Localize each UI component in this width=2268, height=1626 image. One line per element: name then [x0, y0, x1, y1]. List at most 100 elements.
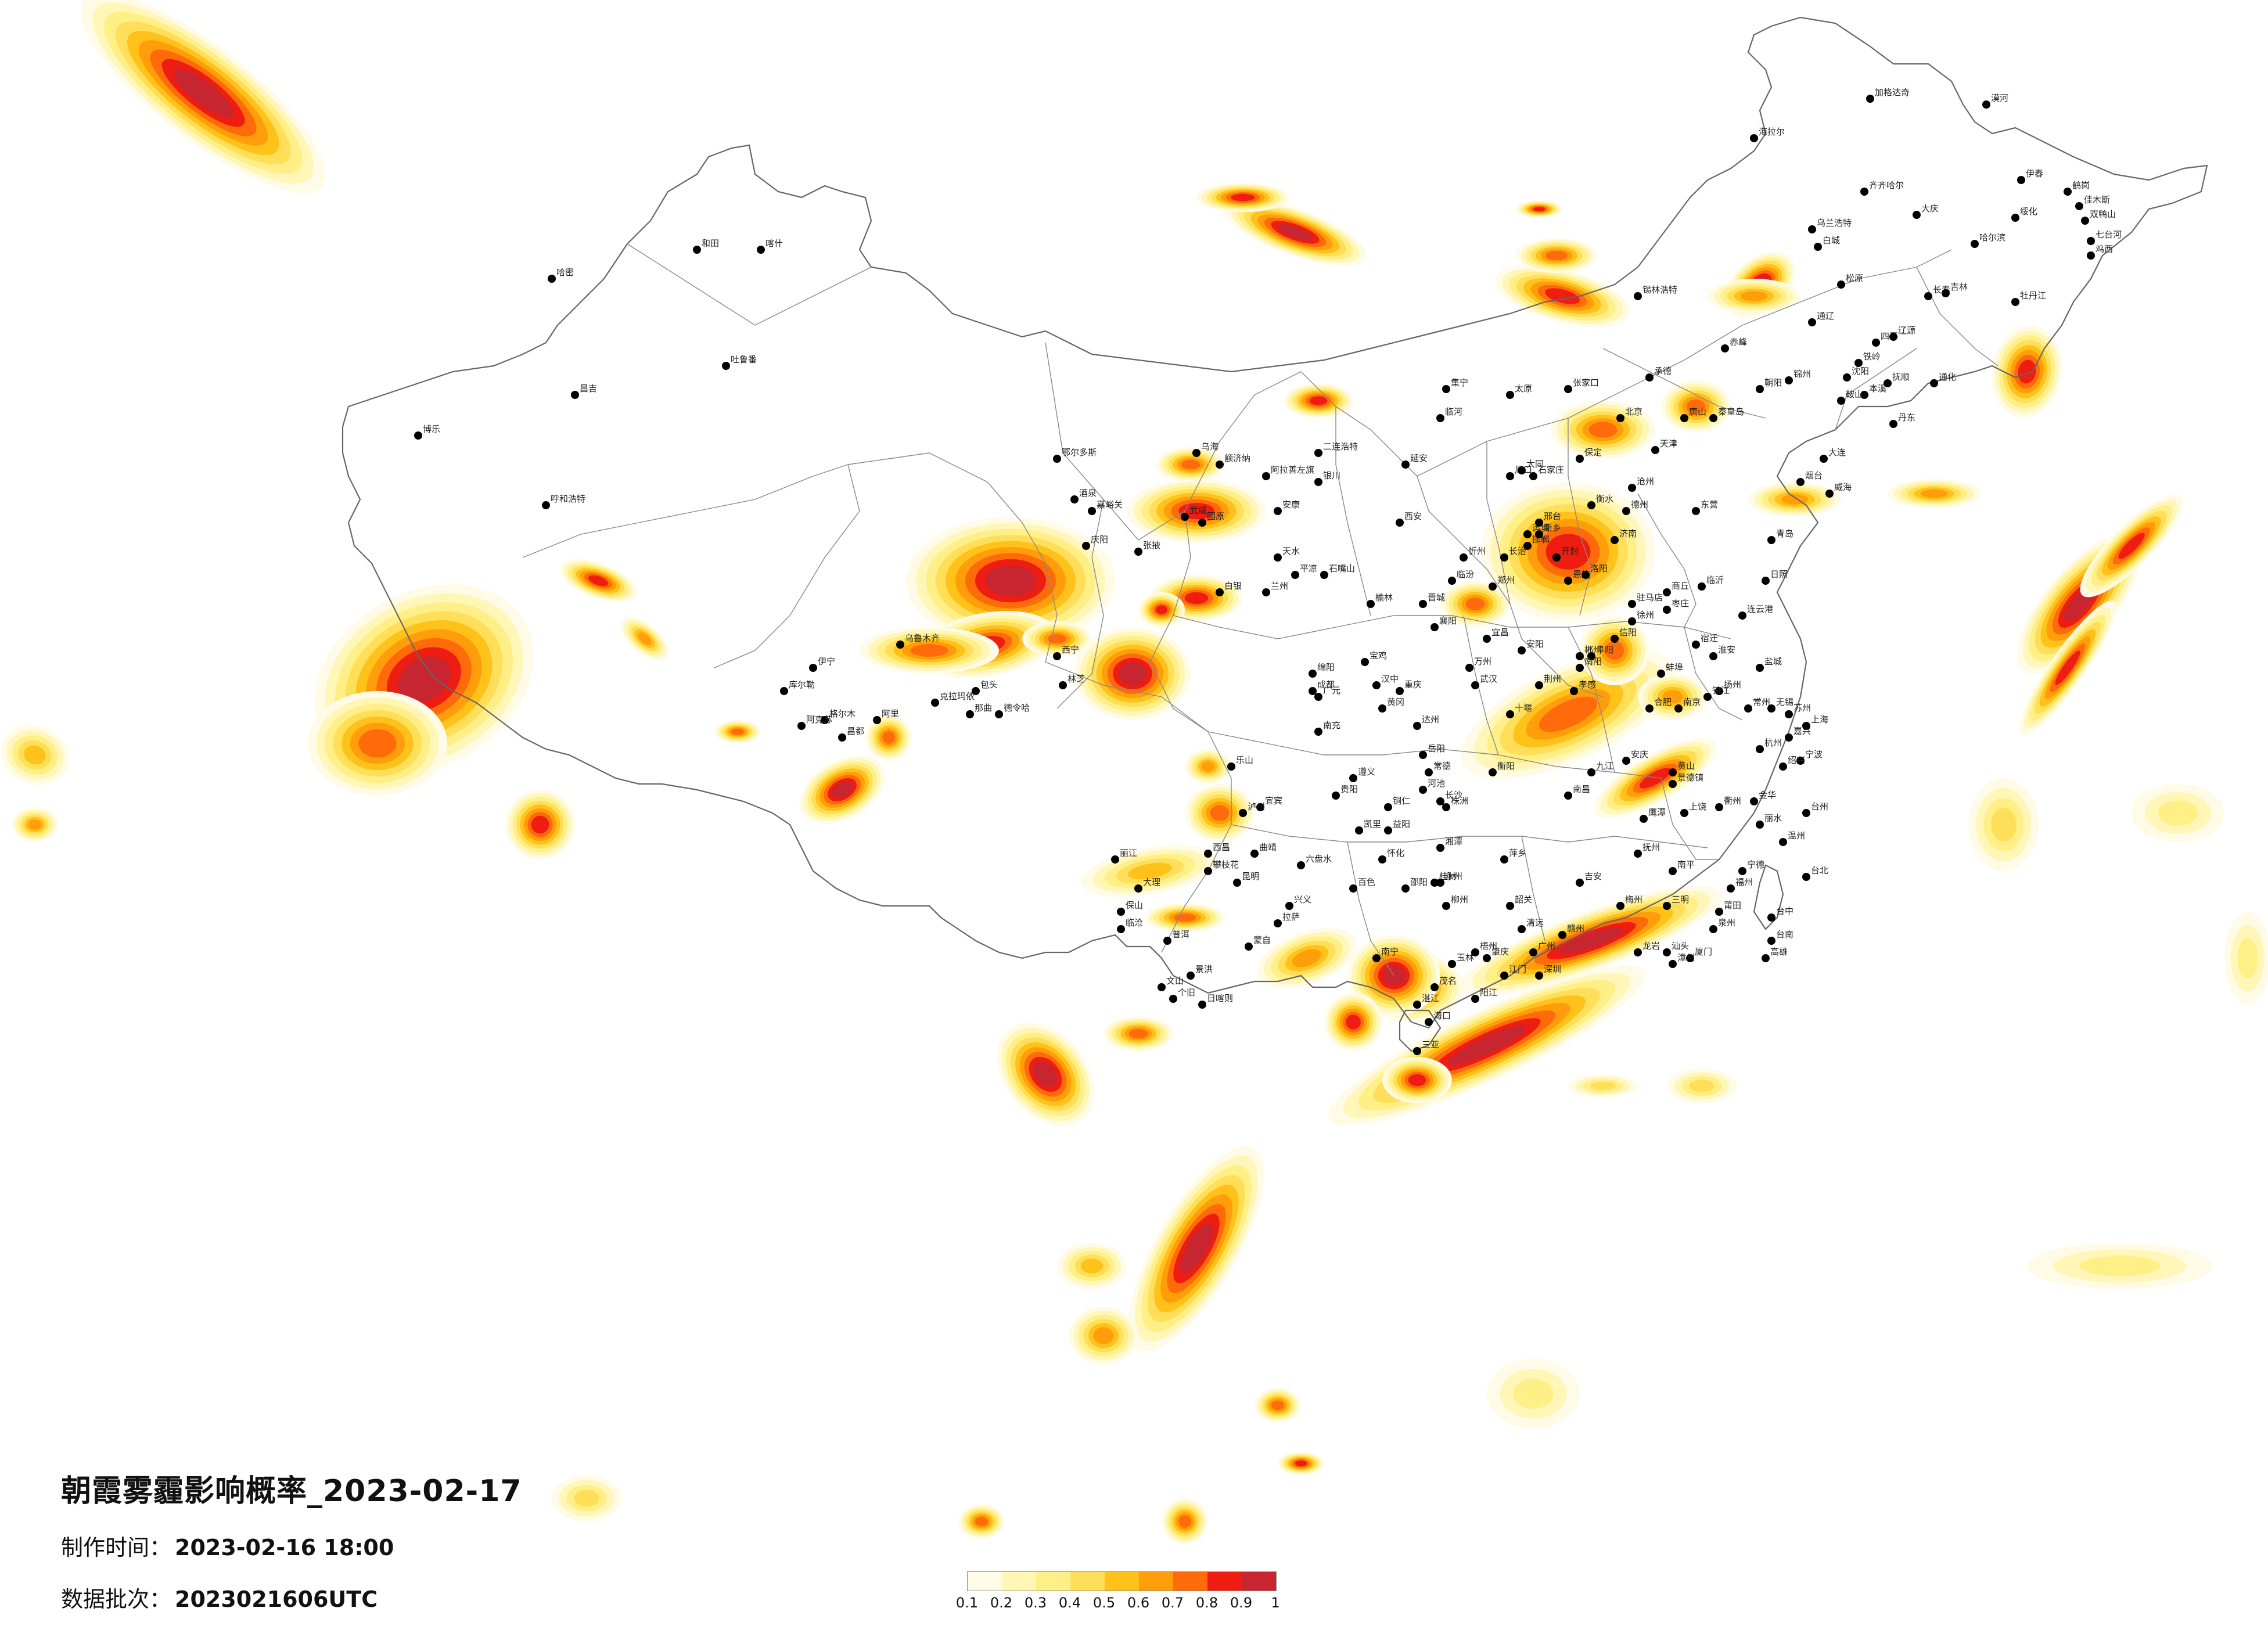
city-label: 拉萨	[1282, 912, 1300, 922]
probability-contour	[1184, 592, 1209, 605]
city-dot	[1506, 710, 1514, 718]
city-label: 太原	[1515, 383, 1532, 394]
city-dot	[1715, 803, 1723, 811]
city-label: 西宁	[1062, 645, 1079, 655]
city-label: 林芝	[1067, 674, 1085, 684]
city-label: 商丘	[1672, 581, 1689, 591]
city-dot	[1442, 385, 1450, 393]
city-label: 绍兴	[1788, 755, 1805, 765]
city-dot	[1384, 803, 1392, 811]
probability-contour	[2055, 650, 2080, 685]
city-label: 镇江	[1712, 685, 1730, 696]
city-label: 清远	[1526, 918, 1544, 928]
city-label: 临沂	[1706, 575, 1724, 585]
city-dot	[1401, 884, 1410, 893]
probability-contour	[1539, 696, 1598, 732]
city-dot	[1419, 600, 1427, 608]
city-label: 十堰	[1515, 703, 1532, 713]
city-dot	[1564, 792, 1572, 800]
city-label: 江门	[1509, 964, 1526, 974]
probability-contour	[1605, 641, 1624, 660]
city-label: 通化	[1939, 372, 1956, 382]
city-dot	[1628, 484, 1636, 492]
probability-contour	[397, 656, 451, 703]
city-dot	[1785, 710, 1793, 718]
city-label: 武威	[1189, 505, 1207, 516]
city-label: 晋城	[1428, 592, 1445, 603]
city-label: 桂林	[1439, 871, 1457, 882]
city-label: 茂名	[1439, 976, 1457, 986]
probability-contour	[1545, 250, 1568, 261]
city-dot	[1750, 797, 1758, 805]
city-dot	[1727, 884, 1735, 893]
city-label: 白银	[1224, 581, 1242, 591]
city-dot	[1692, 641, 1700, 649]
city-dot	[1378, 855, 1386, 864]
city-dot	[1744, 704, 1752, 713]
city-label: 泸州	[1248, 801, 1265, 812]
city-dot	[1349, 884, 1357, 893]
city-dot	[1785, 376, 1793, 384]
legend-tick-label: 0.8	[1195, 1595, 1219, 1611]
city-label: 景德镇	[1677, 772, 1703, 783]
city-dot	[1820, 455, 1828, 463]
city-label: 白城	[1823, 235, 1840, 246]
city-dot	[1181, 513, 1189, 521]
city-dot	[1808, 225, 1816, 233]
city-dot	[1779, 762, 1787, 771]
city-label: 齐齐哈尔	[1869, 180, 1904, 190]
city-label: 长沙	[1445, 790, 1462, 800]
city-label: 百色	[1358, 877, 1375, 887]
city-dot	[1570, 687, 1578, 695]
city-dot	[1117, 925, 1125, 933]
city-label: 台州	[1811, 801, 1828, 812]
probability-contour	[1231, 193, 1255, 202]
city-dot	[1715, 908, 1723, 916]
city-label: 文山	[1166, 976, 1184, 986]
city-dot	[1767, 536, 1775, 544]
probability-contour	[1201, 761, 1215, 772]
city-dot	[1483, 635, 1491, 643]
city-dot	[1332, 792, 1340, 800]
city-dot	[542, 501, 550, 509]
city-dot	[1436, 414, 1444, 422]
city-label: 松原	[1846, 273, 1863, 283]
city-label: 绥化	[2020, 206, 2037, 217]
city-label: 乌兰浩特	[1817, 218, 1852, 228]
city-label: 乐山	[1236, 755, 1253, 765]
city-label: 长治	[1509, 546, 1526, 556]
city-dot	[1854, 359, 1863, 367]
city-label: 新乡	[1544, 523, 1561, 533]
city-dot	[1535, 519, 1543, 527]
city-dot	[1814, 243, 1822, 251]
city-label: 榆林	[1375, 592, 1393, 603]
probability-contour	[1128, 1028, 1148, 1039]
city-label: 信阳	[1619, 627, 1637, 638]
city-label: 赣州	[1567, 923, 1584, 934]
city-label: 承德	[1654, 366, 1672, 376]
city-dot	[1785, 733, 1793, 742]
city-dot	[1245, 942, 1253, 951]
city-dot	[1657, 670, 1665, 678]
legend-tick-label: 0.9	[1230, 1595, 1253, 1611]
city-label: 台南	[1776, 929, 1793, 940]
city-dot	[1216, 588, 1224, 596]
city-label: 枣庄	[1672, 598, 1689, 609]
city-label: 博乐	[423, 424, 440, 434]
city-dot	[1616, 902, 1624, 910]
city-dot	[2064, 188, 2072, 196]
city-label: 包头	[980, 679, 998, 690]
city-dot	[1192, 449, 1201, 457]
city-dot	[2075, 202, 2083, 210]
city-dot	[2081, 217, 2089, 225]
probability-contour	[1277, 224, 1313, 241]
city-dot	[1674, 704, 1683, 713]
city-label: 辽源	[1898, 325, 1915, 336]
city-label: 宿迁	[1701, 633, 1718, 643]
city-label: 荆州	[1544, 674, 1561, 684]
city-label: 益阳	[1393, 819, 1410, 829]
probability-contour	[1740, 291, 1768, 301]
city-label: 克拉玛依	[940, 691, 975, 702]
city-dot	[1413, 1047, 1421, 1055]
